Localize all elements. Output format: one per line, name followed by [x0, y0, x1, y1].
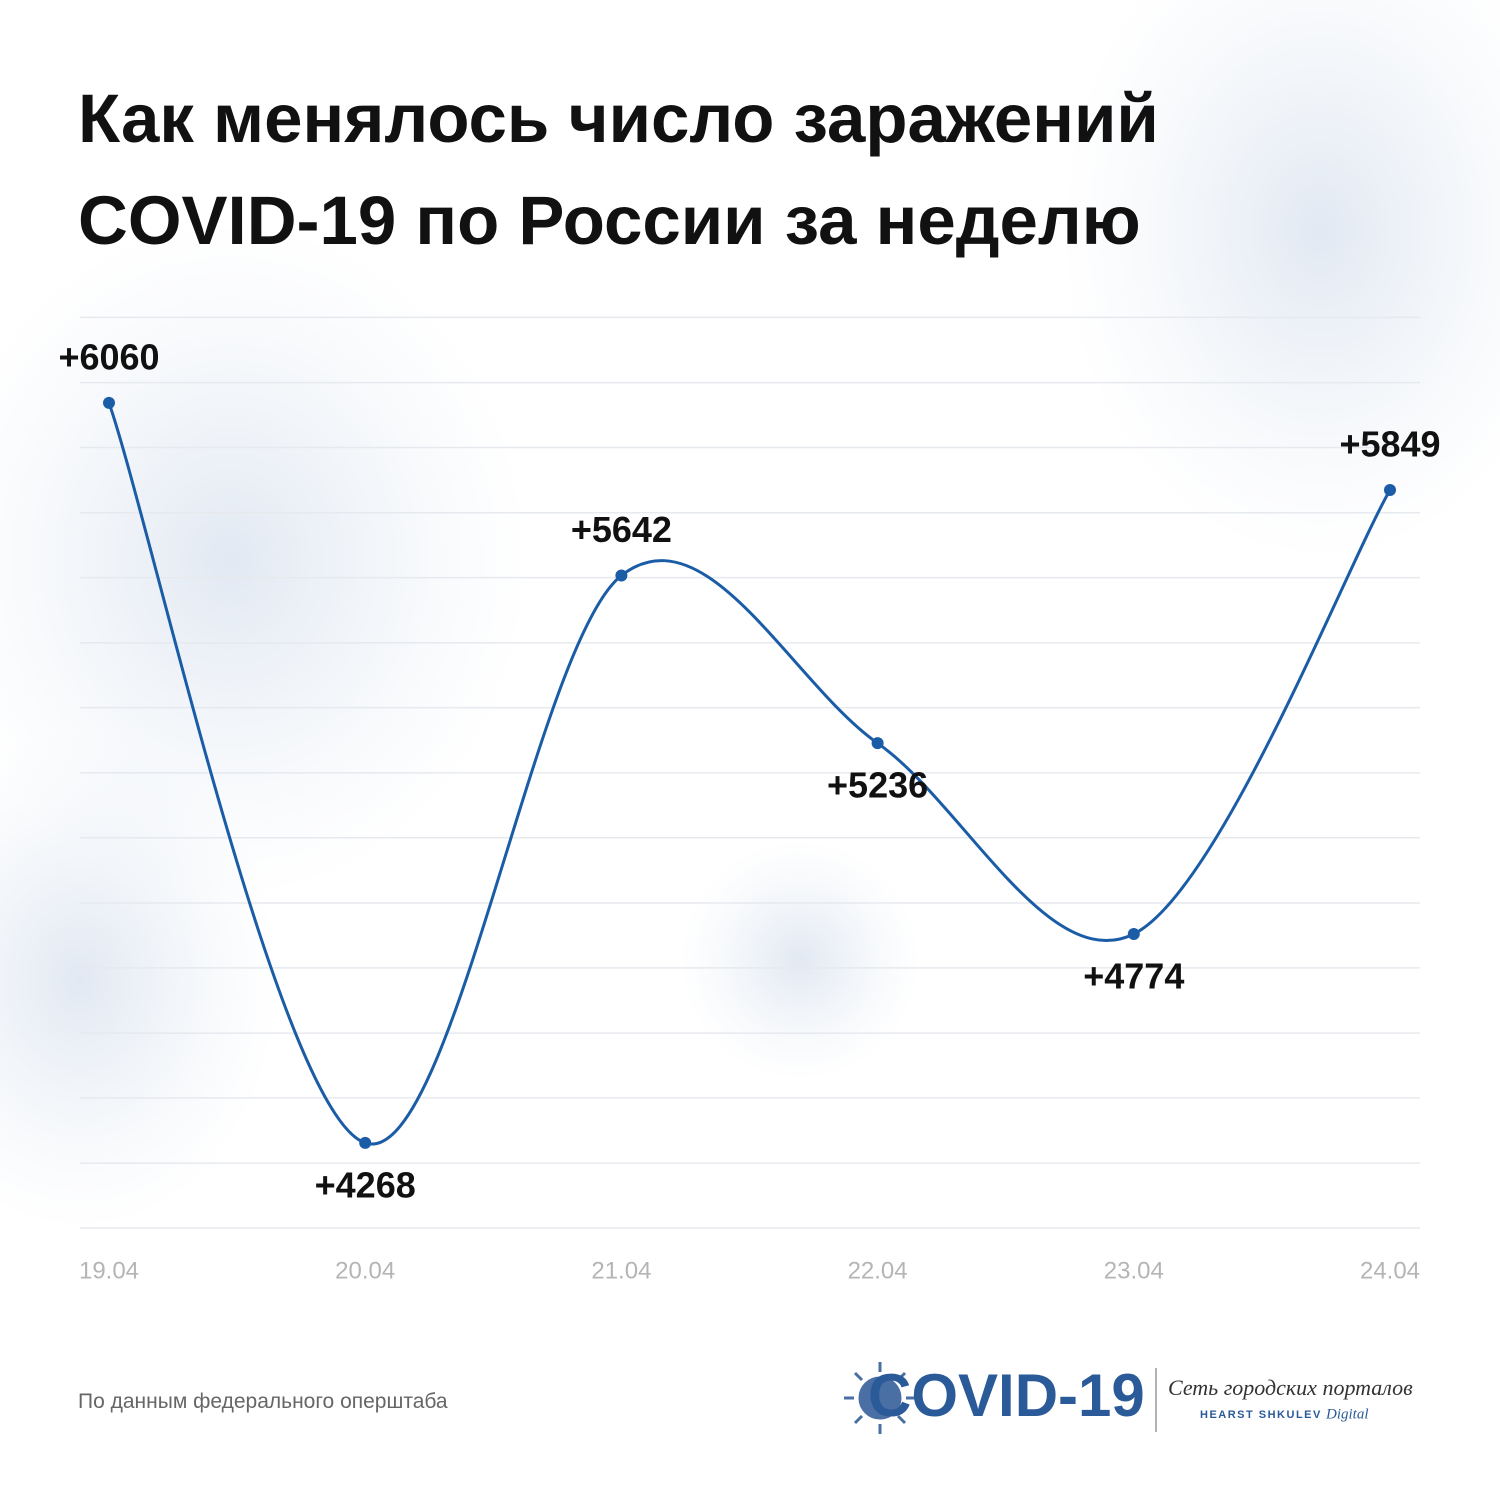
- data-label: +4774: [1083, 955, 1184, 996]
- logo: COVID-19 Сеть городских порталов HEARST …: [844, 1362, 1413, 1434]
- plot-area: 19.04 20.04 21.04 22.04 23.04 24.04 +6060 +4268…: [58, 316, 1441, 1284]
- point: [1127, 927, 1140, 940]
- background: [0, 0, 1500, 1230]
- x-tick-label: 22.04: [848, 1257, 908, 1284]
- point: [103, 396, 115, 409]
- x-tick-label: 21.04: [591, 1257, 651, 1284]
- x-tick-label: 24.04: [1360, 1257, 1420, 1284]
- x-tick-label: 20.04: [335, 1257, 395, 1284]
- x-tick-label: 23.04: [1104, 1257, 1164, 1284]
- chart-title: Как менялось число заражений COVID-19 по…: [78, 80, 1159, 259]
- data-label: +5849: [1339, 424, 1440, 465]
- point: [871, 737, 884, 750]
- point: [359, 1136, 372, 1149]
- brand-text: HEARST SHKULEV: [1200, 1409, 1322, 1421]
- point: [1384, 484, 1396, 497]
- data-label: +4268: [315, 1164, 416, 1205]
- source-note: По данным федерального оперштаба: [78, 1390, 448, 1413]
- data-label: +5642: [571, 509, 672, 550]
- data-label: +5236: [827, 765, 928, 806]
- line: [107, 402, 1392, 1146]
- data-label: +6060: [58, 336, 159, 377]
- network-text: Сеть городских порталов: [1168, 1375, 1413, 1400]
- brand-suffix: Digital: [1325, 1406, 1369, 1422]
- x-tick-label: 19.04: [79, 1257, 139, 1284]
- point: [615, 569, 628, 582]
- virus-icon: [844, 1362, 916, 1434]
- logo-text: COVID-19: [868, 1362, 1145, 1429]
